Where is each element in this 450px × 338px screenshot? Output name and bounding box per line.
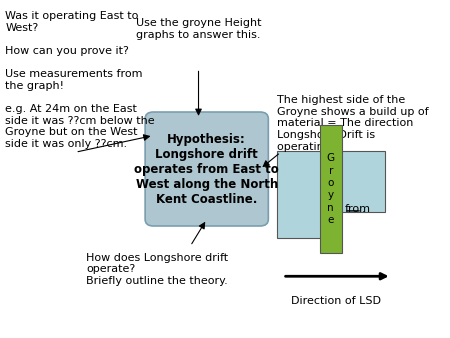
- Text: How does Longshore drift
operate?
Briefly outline the theory.: How does Longshore drift operate? Briefl…: [86, 253, 229, 286]
- Text: .: .: [362, 204, 365, 214]
- Text: Use the groyne Height
graphs to answer this.: Use the groyne Height graphs to answer t…: [136, 18, 261, 40]
- Text: Hypothesis:
Longshore drift
operates from East to
West along the North
Kent Coas: Hypothesis: Longshore drift operates fro…: [135, 132, 279, 206]
- Text: The highest side of the
Groyne shows a build up of
material = The direction
Long: The highest side of the Groyne shows a b…: [277, 95, 428, 152]
- Text: G
r
o
y
n
e: G r o y n e: [327, 153, 335, 225]
- FancyBboxPatch shape: [145, 112, 268, 226]
- Text: Was it operating East to
West?

How can you prove it?

Use measurements from
the: Was it operating East to West? How can y…: [5, 11, 155, 149]
- Text: Direction of LSD: Direction of LSD: [291, 296, 381, 306]
- Text: from: from: [344, 204, 370, 214]
- Bar: [277, 151, 324, 238]
- Bar: [338, 151, 385, 212]
- Bar: [320, 125, 342, 253]
